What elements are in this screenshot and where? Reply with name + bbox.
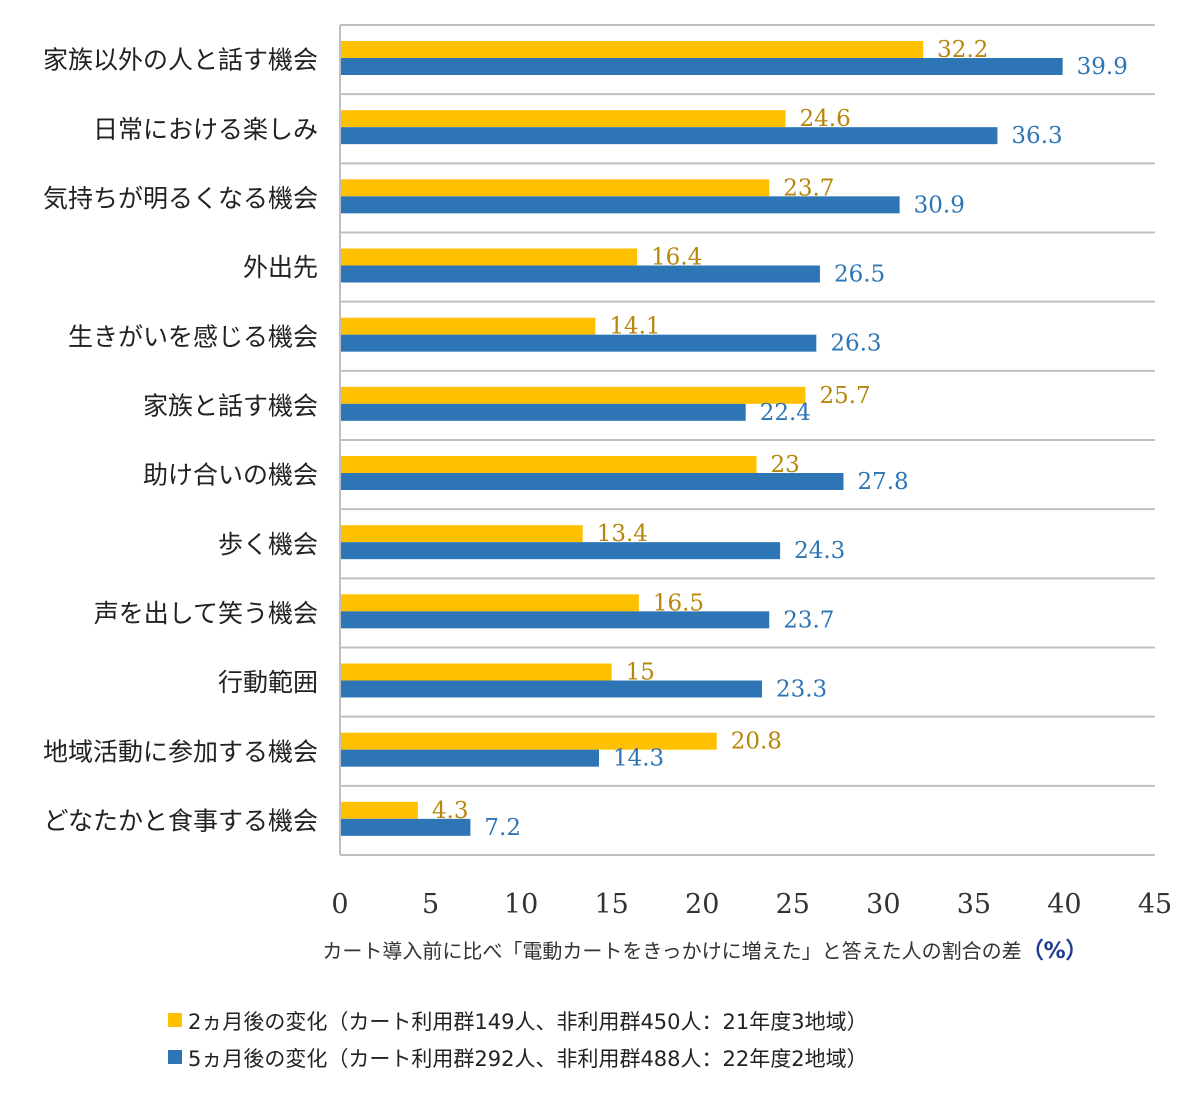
data-label-series-2: 22.4 [760,400,811,426]
category-label: 地域活動に参加する機会 [43,737,318,766]
bar-series-2 [340,334,817,352]
legend-item-2month: 2ヵ月後の変化（カート利用群149人、非利用群450人：21年度3地域） [168,1010,868,1034]
category-label: 歩く機会 [218,530,318,559]
x-tick-label: 20 [685,889,719,920]
data-label-series-1: 14.1 [609,314,660,340]
bar-series-1 [340,41,924,58]
bar-series-1 [340,594,639,612]
bar-series-2 [340,680,762,698]
bar-series-1 [340,386,806,404]
bar-series-1 [340,248,638,266]
bar-series-2 [340,542,781,560]
bar-series-1 [340,663,612,681]
data-label-series-1: 23 [771,452,800,478]
bar-series-1 [340,110,786,128]
data-label-series-2: 26.3 [830,331,881,357]
category-label: 外出先 [243,253,318,282]
bar-series-2 [340,265,820,283]
data-label-series-1: 4.3 [432,798,469,824]
bar-series-2 [340,473,844,490]
bar-series-2 [340,196,900,214]
data-label-series-2: 30.9 [914,192,965,218]
label-layer: 家族以外の人と話す機会 32.2 39.9 日常における楽しみ 24.6 36.3 気持ちが… [43,37,1128,841]
legend-swatch-2month [168,1013,182,1027]
x-axis-title-text: カート導入前に比べ「電動カートをきっかけに増えた」と答えた人の割合の差 [322,939,1021,963]
bar-series-2 [340,403,746,421]
data-label-series-2: 7.2 [484,815,521,841]
x-tick-label: 45 [1138,889,1172,920]
x-axis-unit: （%） [1022,939,1088,964]
bar-series-1 [340,801,418,819]
legend-swatch-5month [168,1050,182,1064]
bar-series-1 [340,179,770,197]
data-label-series-1: 25.7 [819,383,870,409]
x-tick-label: 40 [1047,889,1081,920]
bar-series-2 [340,818,471,836]
bar-series-1 [340,525,583,543]
bar-series-1 [340,317,596,335]
data-label-series-1: 16.5 [653,590,704,616]
data-label-series-2: 23.7 [783,607,834,633]
bar-series-1 [340,456,757,473]
data-label-series-1: 24.6 [800,106,851,132]
x-axis-title: カート導入前に比べ「電動カートをきっかけに増えた」と答えた人の割合の差（%） [322,939,1087,964]
category-label: 助け合いの機会 [143,461,318,490]
x-tick-label: 5 [422,889,439,920]
legend-label-2month: 2ヵ月後の変化（カート利用群149人、非利用群450人：21年度3地域） [188,1010,868,1034]
category-label: 日常における楽しみ [93,115,318,144]
bar-series-2 [340,127,998,145]
x-tick-label: 25 [776,889,810,920]
category-label: 家族と話す機会 [143,391,318,420]
bar-series-2 [340,58,1063,75]
x-tick-label: 10 [504,889,538,920]
bar-layer [340,41,1063,836]
data-label-series-2: 26.5 [834,262,885,288]
data-label-series-1: 32.2 [937,37,988,63]
data-label-series-2: 36.3 [1011,123,1062,149]
category-label: どなたかと食事する機会 [43,806,318,835]
legend-item-5month: 5ヵ月後の変化（カート利用群292人、非利用群488人：22年度2地域） [168,1047,868,1071]
x-tick-label: 35 [957,889,991,920]
axis-layer: 0 5 10 15 20 25 30 35 40 45 [331,25,1172,920]
bar-series-1 [340,732,717,750]
data-label-series-2: 24.3 [794,538,845,564]
category-label: 家族以外の人と話す機会 [43,46,318,75]
data-label-series-2: 27.8 [857,469,908,495]
data-label-series-1: 16.4 [651,245,702,271]
data-label-series-2: 23.3 [776,677,827,703]
category-label: 気持ちが明るくなる機会 [43,184,318,213]
data-label-series-1: 23.7 [783,175,834,201]
category-label: 生きがいを感じる機会 [68,322,318,351]
legend: 2ヵ月後の変化（カート利用群149人、非利用群450人：21年度3地域） 5ヵ月… [168,1010,868,1071]
data-label-series-1: 13.4 [597,521,648,547]
data-label-series-1: 20.8 [731,729,782,755]
data-label-series-2: 14.3 [613,746,664,772]
category-label: 声を出して笑う機会 [94,599,318,628]
grid-layer [340,24,1155,856]
bar-series-2 [340,611,770,629]
x-tick-label: 0 [331,889,348,920]
data-label-series-2: 39.9 [1077,54,1128,80]
bar-series-2 [340,749,599,767]
legend-label-5month: 5ヵ月後の変化（カート利用群292人、非利用群488人：22年度2地域） [188,1047,868,1071]
x-tick-label: 15 [594,889,628,920]
x-tick-label: 30 [866,889,900,920]
category-label: 行動範囲 [218,668,318,697]
data-label-series-1: 15 [626,660,655,686]
